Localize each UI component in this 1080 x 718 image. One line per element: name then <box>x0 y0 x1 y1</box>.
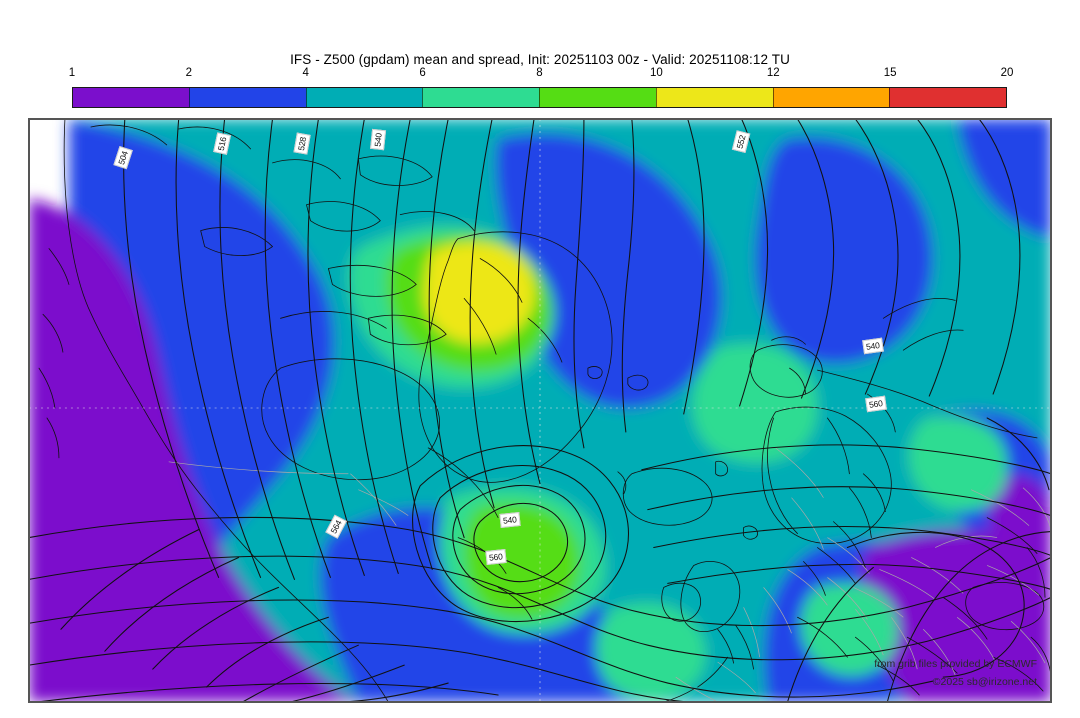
contour-label-540-3: 540 <box>370 129 386 151</box>
colorbar-tick-4: 4 <box>302 67 309 79</box>
contour-label-560-6: 560 <box>865 395 887 412</box>
colorbar-ticks: 1 2 4 6 8 10 12 15 20 <box>68 67 1014 85</box>
colorbar-tick-10: 10 <box>649 67 663 79</box>
colorbar-bin-1-2 <box>73 88 189 107</box>
coastlines <box>38 119 1051 702</box>
colorbar-bin-12-15 <box>772 88 890 107</box>
map-frame[interactable]: 504 516 528 540 552 540 560 540 560 564 from grib… <box>28 118 1052 703</box>
colorbar-bin-10-12 <box>655 88 773 107</box>
colorbar: 1 2 4 6 8 10 12 15 20 <box>69 67 1013 108</box>
colorbar-tick-8: 8 <box>536 67 543 79</box>
colorbar-tick-20: 20 <box>1000 67 1014 79</box>
contour-label-540-5: 540 <box>862 337 884 354</box>
colorbar-bin-2-4 <box>188 88 306 107</box>
colorbar-tick-15: 15 <box>883 67 897 79</box>
colorbar-tick-6: 6 <box>419 67 426 79</box>
colorbar-tick-1: 1 <box>68 67 76 79</box>
colorbar-bin-15-20 <box>889 88 1006 107</box>
spread-shading <box>29 119 1051 702</box>
colorbar-tick-12: 12 <box>766 67 780 79</box>
contour-label-560-8: 560 <box>485 549 507 565</box>
colorbar-tick-2: 2 <box>185 67 193 79</box>
geopotential-contours <box>29 119 1051 702</box>
colorbar-bin-4-6 <box>305 88 423 107</box>
colorbar-bin-8-10 <box>539 88 656 107</box>
page-title: IFS - Z500 (gpdam) mean and spread, Init… <box>290 52 790 67</box>
map-canvas <box>29 119 1051 702</box>
colorbar-bins <box>72 87 1007 108</box>
colorbar-bin-6-8 <box>422 88 539 107</box>
contour-label-540-7: 540 <box>499 512 521 528</box>
